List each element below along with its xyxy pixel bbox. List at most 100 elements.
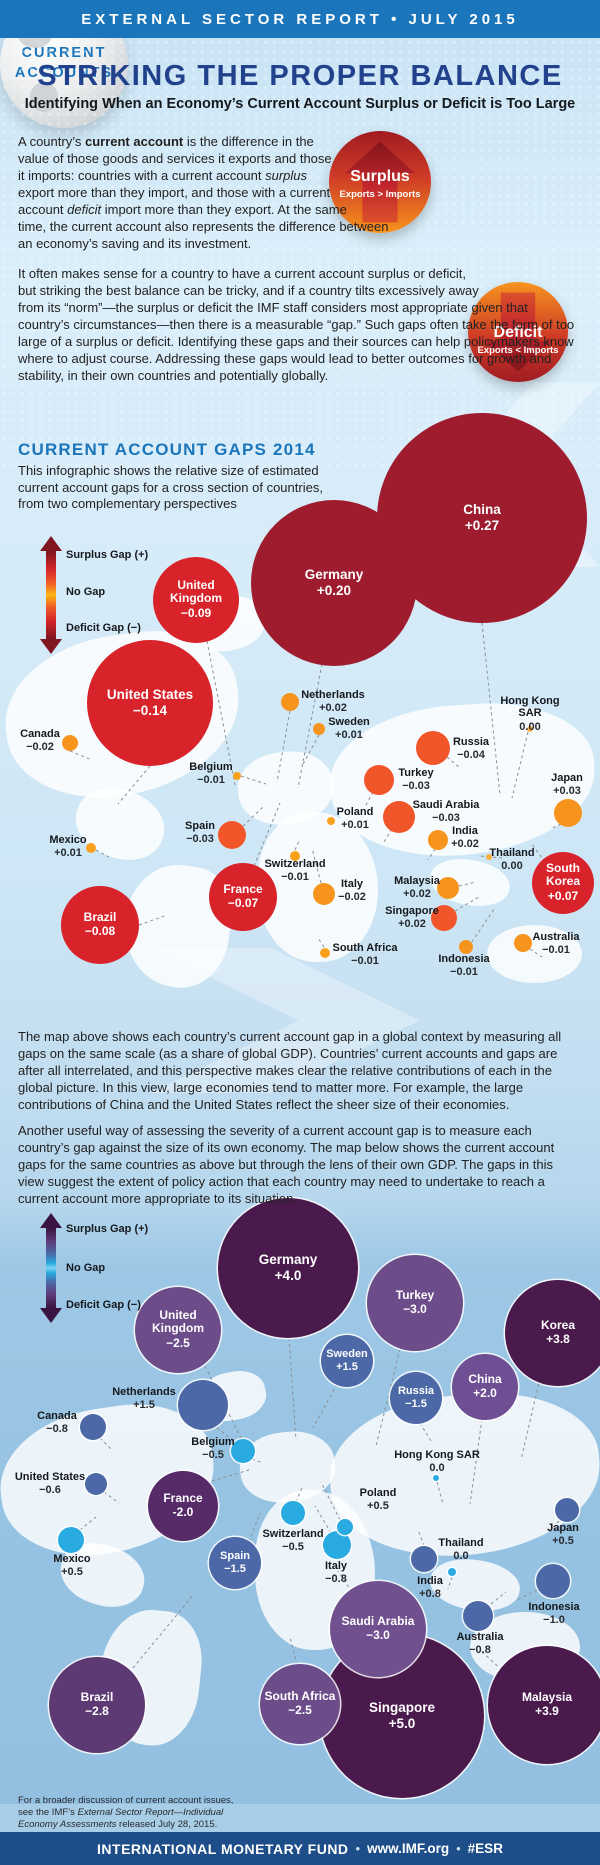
country-label-united-states: United States −0.6	[15, 1471, 85, 1497]
bubble-malaysia	[488, 1646, 600, 1764]
country-name: India	[452, 825, 478, 838]
country-name: Brazil	[83, 909, 117, 924]
country-label-thailand: Thailand 0.0	[438, 1537, 483, 1563]
bubble-saudi-arabia	[330, 1581, 426, 1677]
bubble-russia	[390, 1372, 442, 1424]
globe-label: CURRENT ACCOUNTS	[14, 45, 114, 81]
footer-bar: INTERNATIONAL MONETARY FUND • www.IMF.or…	[0, 1832, 600, 1865]
country-gap-value: +0.03	[553, 785, 581, 798]
country-name: Germany	[258, 1252, 318, 1268]
bubble-united-kingdom	[135, 1287, 221, 1373]
country-name: United Kingdom	[170, 578, 222, 606]
country-label-hong-kong-sar: Hong Kong SAR 0.00	[495, 695, 565, 733]
arrow-down-icon	[40, 1308, 62, 1323]
country-label-mexico: Mexico +0.01	[49, 834, 86, 860]
map1-explainer: The map above shows each country’s curre…	[18, 1029, 562, 1112]
country-name: Italy	[340, 878, 363, 891]
country-name: Hong Kong SAR	[500, 694, 560, 720]
country-label-spain: Spain −0.03	[185, 820, 215, 846]
country-gap-value: −0.03	[186, 833, 214, 846]
bubble-australia	[514, 934, 532, 952]
bubble-south-korea	[532, 852, 594, 914]
country-label-south-korea: South Korea +0.07	[546, 861, 580, 904]
footer-hashtag: #ESR	[467, 1841, 503, 1856]
legend-surplus-label: Surplus Gap (+)	[66, 549, 149, 561]
bubble-belgium	[231, 1439, 255, 1463]
country-name: Belgium	[191, 1436, 235, 1449]
legend-deficit-label: Deficit Gap (−)	[66, 1299, 141, 1311]
country-label-china: China +2.0	[468, 1371, 502, 1401]
country-name: Australia	[532, 931, 580, 944]
country-gap-value: +0.02	[451, 838, 479, 851]
country-label-united-kingdom: United Kingdom −0.09	[170, 578, 222, 621]
country-gap-value: −2.5	[166, 1336, 190, 1351]
intro-paragraph-1: A country’s current account is the diffe…	[18, 134, 389, 251]
country-gap-value: +0.01	[54, 847, 82, 860]
legend-nogap-label: No Gap	[66, 586, 106, 598]
country-name: Spain	[185, 820, 215, 833]
country-label-indonesia: Indonesia −0.01	[438, 953, 489, 979]
country-label-japan: Japan +0.5	[547, 1522, 579, 1548]
bubble-russia	[416, 731, 450, 765]
country-label-france: France -2.0	[163, 1491, 202, 1520]
country-label-belgium: Belgium −0.5	[191, 1436, 234, 1462]
country-name: Japan	[551, 772, 583, 785]
country-gap-value: −2.8	[85, 1704, 109, 1719]
bubble-united-states	[85, 1473, 107, 1495]
bubble-switzerland	[281, 1501, 305, 1525]
bubble-thailand	[486, 854, 492, 860]
country-name: Malaysia	[394, 875, 440, 888]
country-gap-value: +4.0	[274, 1268, 302, 1284]
country-gap-value: +1.5	[336, 1361, 358, 1374]
country-gap-value: 0.0	[453, 1550, 469, 1563]
country-label-south-africa: South Africa −0.01	[333, 942, 398, 968]
intro-paragraph-2: It often makes sense for a country to ha…	[18, 266, 575, 383]
country-gap-value: −0.8	[469, 1644, 491, 1657]
bubble-spain	[209, 1537, 261, 1589]
bubble-netherlands	[281, 693, 299, 711]
footnote: For a broader discussion of current acco…	[18, 1795, 234, 1830]
country-name: Thailand	[438, 1537, 484, 1550]
bubble-united-kingdom	[153, 557, 239, 643]
bubble-malaysia	[437, 877, 459, 899]
country-gap-value: +0.02	[319, 702, 347, 715]
bubble-india	[428, 830, 448, 850]
country-gap-value: +0.02	[403, 888, 431, 901]
footer-website-link[interactable]: www.IMF.org	[367, 1841, 450, 1856]
country-label-canada: Canada −0.8	[37, 1410, 77, 1436]
bubble-japan	[554, 799, 582, 827]
country-name: Singapore	[368, 1700, 436, 1716]
bubble-hong-kong-sar	[527, 726, 533, 732]
country-label-canada: Canada −0.02	[20, 728, 60, 754]
country-gap-value: +0.20	[316, 583, 352, 599]
country-label-germany: Germany +4.0	[259, 1252, 318, 1284]
bubble-netherlands	[178, 1380, 228, 1430]
country-gap-value: +0.8	[419, 1588, 441, 1601]
country-gap-value: −0.8	[325, 1573, 347, 1586]
bubble-belgium	[233, 772, 241, 780]
country-label-australia: Australia −0.01	[532, 931, 579, 957]
footer-separator: •	[456, 1841, 461, 1856]
country-gap-value: +1.5	[133, 1399, 155, 1412]
country-gap-value: −0.07	[227, 896, 259, 911]
legend-deficit-label: Deficit Gap (−)	[66, 622, 141, 634]
country-name: Saudi Arabia	[412, 799, 480, 812]
country-gap-value: +5.0	[388, 1716, 416, 1732]
country-gap-value: −0.03	[402, 780, 430, 793]
country-gap-value: −0.02	[26, 741, 54, 754]
footer-brand: INTERNATIONAL MONETARY FUND	[97, 1840, 349, 1857]
country-label-united-states: United States −0.14	[107, 687, 193, 719]
country-gap-value: −1.5	[224, 1563, 246, 1576]
arrow-up-icon	[40, 536, 62, 551]
country-name: China	[468, 1371, 502, 1386]
bubble-germany	[251, 500, 417, 666]
country-name: Russia	[452, 736, 490, 749]
country-label-italy: Italy −0.8	[325, 1560, 347, 1586]
country-name: United States	[14, 1471, 86, 1484]
country-label-malaysia: Malaysia +3.9	[522, 1690, 572, 1719]
bubble-turkey	[364, 765, 394, 795]
country-name: Turkey	[398, 767, 434, 780]
surplus-badge-title: Surplus	[350, 167, 410, 185]
country-name: China	[463, 502, 501, 518]
bubble-united-states	[87, 640, 213, 766]
